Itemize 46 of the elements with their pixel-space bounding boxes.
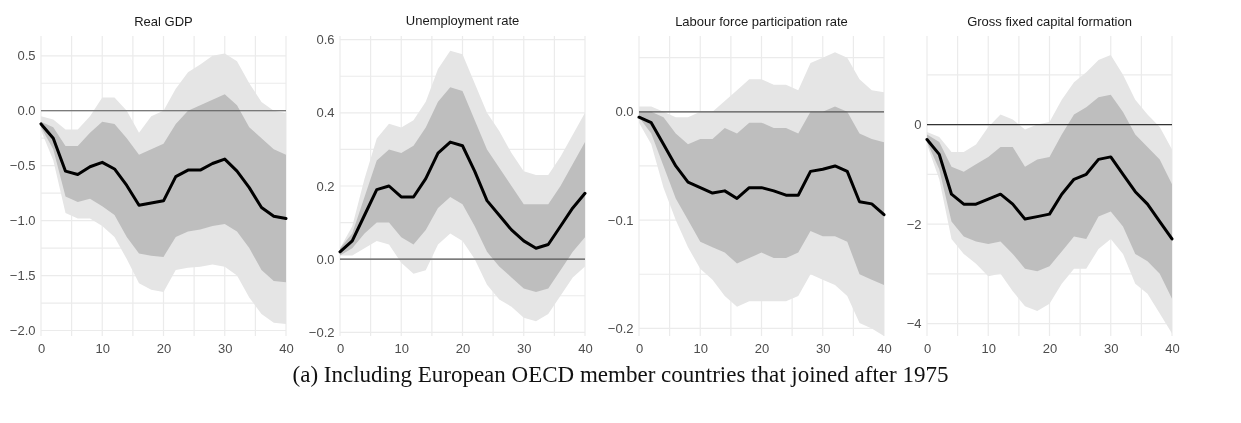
x-tick-label: 20 — [455, 340, 471, 356]
x-tick-label: 10 — [95, 340, 110, 356]
x-tick-label: 30 — [218, 340, 233, 356]
text: (a) Including European OECD member countries that joined after 1975 — [291, 362, 950, 388]
y-tick-label: 0.0 — [17, 103, 36, 119]
y-tick-label: 0.4 — [316, 105, 335, 121]
y-tick-label: −2 — [906, 216, 922, 232]
x-tick-label: 40 — [877, 340, 892, 356]
line-series — [39, 122, 288, 220]
y-tick-label: 0.6 — [316, 32, 335, 48]
x-tick-label: 0 — [923, 340, 932, 356]
x-tick-label: 10 — [394, 340, 409, 356]
chart-title: Gross fixed capital formation — [967, 14, 1132, 30]
y-tick-label: 0 — [914, 117, 922, 133]
x-tick-label: 30 — [816, 340, 831, 356]
y-tick-label: −0.1 — [607, 212, 634, 228]
x-tick-label: 30 — [517, 340, 532, 356]
y-tick-label: 0.5 — [17, 48, 36, 64]
y-tick-label: 0.0 — [316, 251, 335, 267]
x-tick-label: 30 — [1104, 340, 1119, 356]
line-series — [338, 140, 587, 254]
line-series — [637, 115, 886, 217]
y-tick-label: −0.5 — [9, 158, 36, 174]
chart-title: Unemployment rate — [405, 12, 520, 28]
x-tick-label: 40 — [279, 340, 294, 356]
x-tick-label: 0 — [336, 340, 345, 356]
x-tick-label: 0 — [635, 340, 644, 356]
x-tick-label: 20 — [754, 340, 770, 356]
x-tick-label: 0 — [37, 340, 46, 356]
x-tick-label: 10 — [981, 340, 996, 356]
chart-title: Labour force participation rate — [675, 14, 848, 30]
y-tick-label: −1.0 — [9, 213, 36, 229]
y-tick-label: −1.5 — [9, 268, 36, 284]
x-tick-label: 20 — [1042, 340, 1058, 356]
y-tick-label: −2.0 — [9, 323, 36, 339]
y-tick-label: −0.2 — [308, 324, 335, 340]
y-tick-label: −0.2 — [607, 320, 634, 336]
line-series — [925, 137, 1174, 241]
x-tick-label: 40 — [578, 340, 593, 356]
y-tick-label: −4 — [906, 316, 922, 332]
x-tick-label: 10 — [693, 340, 708, 356]
y-tick-label: 0.2 — [316, 178, 335, 194]
x-tick-label: 20 — [156, 340, 172, 356]
y-tick-label: 0.0 — [615, 104, 634, 120]
chart-title: Real GDP — [134, 14, 193, 30]
x-tick-label: 40 — [1165, 340, 1180, 356]
